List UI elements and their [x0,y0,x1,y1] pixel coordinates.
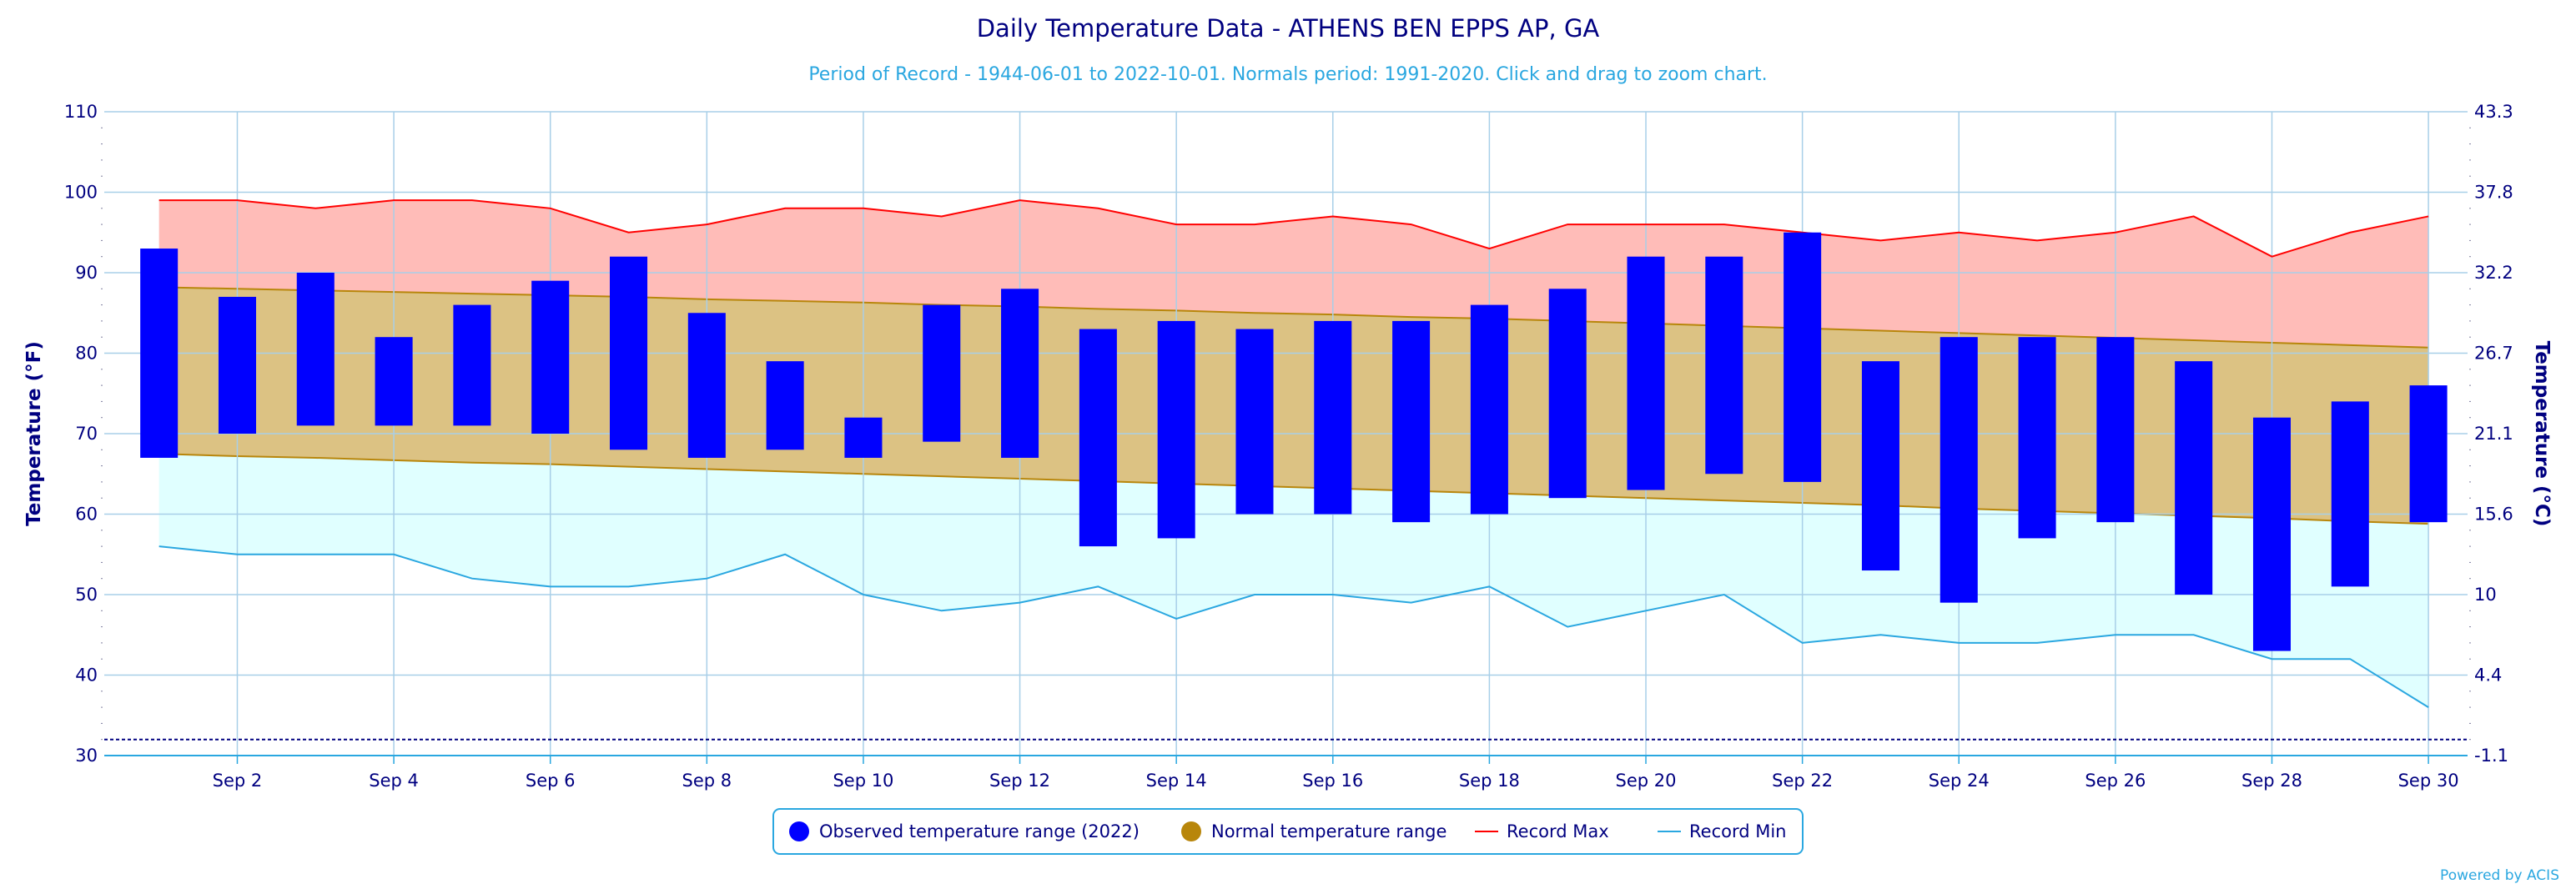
y-axis-title-left: Temperature (°F) [23,341,45,526]
y-tick-label-left: 100 [64,183,98,203]
y-tick-label-left: 110 [64,102,98,122]
legend-item-label[interactable]: Normal temperature range [1211,821,1446,841]
legend-item-label[interactable]: Record Min [1689,821,1787,841]
observed-range-bar [2018,337,2056,539]
y-tick-label-right: 26.7 [2474,344,2513,364]
observed-range-bar [1314,320,1352,515]
record-min-line [158,545,2429,708]
legend-marker-circle [789,821,809,841]
observed-range-bar [1548,289,1587,499]
x-tick-label: Sep 22 [1772,771,1833,791]
observed-range-bar [1079,329,1117,547]
x-tick-label: Sep 6 [526,771,576,791]
observed-range-bar [1392,320,1431,523]
observed-range-bar [296,273,335,426]
y-tick-label-left: 50 [75,585,98,605]
y-tick-label-right: 32.2 [2474,263,2513,283]
credit-text[interactable]: Powered by ACIS [2440,867,2559,884]
observed-range-bar [1940,337,1978,603]
y-tick-label-right: 4.4 [2474,665,2502,686]
x-tick-label: Sep 10 [833,771,893,791]
y-tick-label-left: 80 [75,344,98,364]
x-tick-label: Sep 8 [682,771,732,791]
record-min-band [158,454,2429,708]
y-tick-label-right: -1.1 [2474,746,2508,766]
observed-range-bar [2252,417,2291,651]
observed-range-bar [453,304,491,426]
observed-range-bar [140,249,179,458]
observed-range-bar [1784,232,1822,482]
legend-item-label[interactable]: Record Max [1507,821,1609,841]
record-max-band [158,200,2429,348]
chart-subtitle: Period of Record - 1944-06-01 to 2022-10… [808,64,1767,85]
y-tick-label-right: 15.6 [2474,505,2513,525]
observed-range-bar [1001,289,1039,458]
x-tick-label: Sep 26 [2085,771,2146,791]
observed-range-bar [2175,361,2213,595]
y-tick-label-right: 10 [2474,585,2497,605]
observed-range-bar [687,313,726,458]
observed-range-bar [766,361,804,450]
y-tick-label-right: 43.3 [2474,102,2513,122]
y-axis-title-right: Temperature (°C) [2531,341,2553,527]
observed-range-bar [1157,320,1195,539]
observed-range-bar [844,417,883,458]
x-tick-label: Sep 28 [2241,771,2302,791]
x-tick-label: Sep 24 [1929,771,1990,791]
x-tick-label: Sep 12 [989,771,1050,791]
observed-range-bar [1627,256,1665,490]
observed-range-bar [609,256,648,450]
chart-title: Daily Temperature Data - ATHENS BEN EPPS… [977,14,1600,43]
record-max-line [158,199,2429,258]
observed-range-bar [2096,337,2135,523]
y-tick-label-left: 30 [75,746,98,766]
y-tick-label-left: 90 [75,263,98,283]
observed-range-bar [1235,329,1274,515]
observed-range-bar [2409,385,2448,523]
x-tick-label: Sep 16 [1302,771,1363,791]
observed-range-bar [218,296,256,434]
plot-area[interactable]: 30 -1.1 40 4.4 50 10 60 15.6 70 21.1 80 26.7 90 32.2 1… [64,102,2513,791]
observed-range-bar [1861,361,1899,571]
y-tick-label-right: 37.8 [2474,183,2513,203]
observed-range-bar [1470,304,1508,515]
x-tick-label: Sep 18 [1459,771,1520,791]
x-tick-label: Sep 2 [213,771,263,791]
x-tick-label: Sep 4 [369,771,419,791]
observed-range-bar [2331,401,2369,587]
observed-range-bar [375,337,413,426]
observed-range-bar [1705,256,1743,475]
y-tick-label-right: 21.1 [2474,424,2513,444]
legend-item-label[interactable]: Observed temperature range (2022) [819,821,1140,841]
y-tick-label-left: 60 [75,505,98,525]
x-tick-label: Sep 20 [1616,771,1677,791]
x-tick-label: Sep 30 [2398,771,2459,791]
observed-range-bar [531,280,570,434]
legend-marker-circle [1181,821,1201,841]
legend[interactable]: Observed temperature range (2022) Normal … [772,808,1804,855]
y-tick-label-left: 70 [75,424,98,444]
normal-range-band [158,287,2429,525]
observed-range-bar [923,304,961,442]
legend-box [772,808,1804,855]
x-tick-label: Sep 14 [1146,771,1207,791]
y-tick-label-left: 40 [75,665,98,686]
